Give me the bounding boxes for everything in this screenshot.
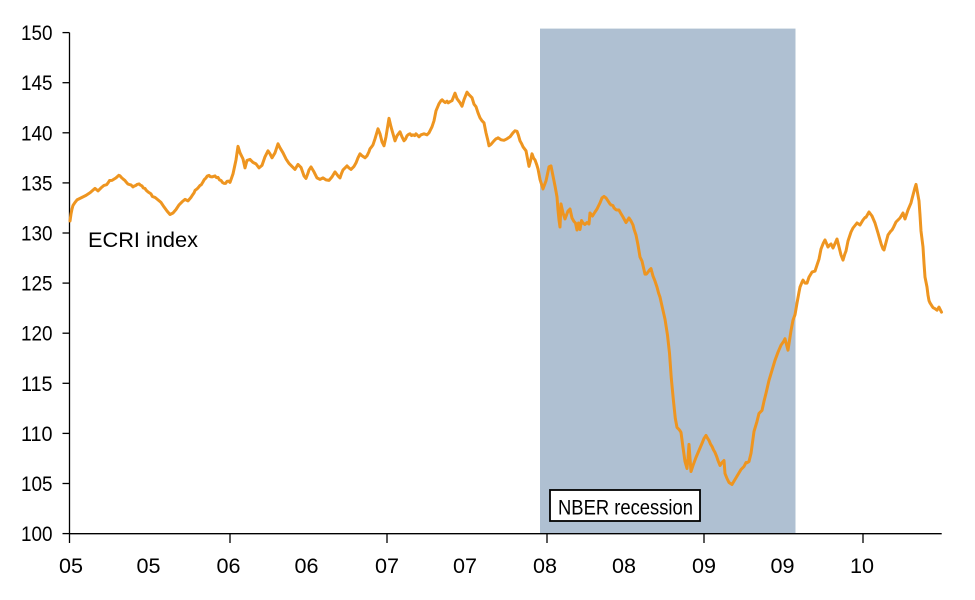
svg-text:135: 135 (21, 172, 53, 195)
svg-text:105: 105 (21, 473, 53, 496)
svg-text:145: 145 (21, 72, 53, 95)
svg-text:07: 07 (375, 555, 399, 578)
svg-text:130: 130 (21, 223, 53, 246)
svg-text:115: 115 (21, 373, 53, 396)
svg-text:07: 07 (453, 555, 477, 578)
svg-text:150: 150 (21, 22, 53, 45)
svg-text:08: 08 (612, 555, 636, 578)
svg-text:08: 08 (533, 555, 557, 578)
svg-text:05: 05 (137, 555, 161, 578)
svg-text:06: 06 (217, 555, 241, 578)
svg-text:05: 05 (59, 555, 83, 578)
svg-text:120: 120 (21, 323, 53, 346)
svg-text:110: 110 (21, 423, 53, 446)
svg-text:09: 09 (771, 555, 795, 578)
svg-text:06: 06 (295, 555, 319, 578)
svg-text:ECRI index: ECRI index (88, 229, 199, 252)
svg-text:125: 125 (21, 273, 53, 296)
svg-text:100: 100 (21, 523, 53, 546)
svg-text:140: 140 (21, 122, 53, 145)
svg-text:09: 09 (692, 555, 716, 578)
svg-text:10: 10 (850, 555, 874, 578)
svg-text:NBER recession: NBER recession (558, 497, 693, 520)
